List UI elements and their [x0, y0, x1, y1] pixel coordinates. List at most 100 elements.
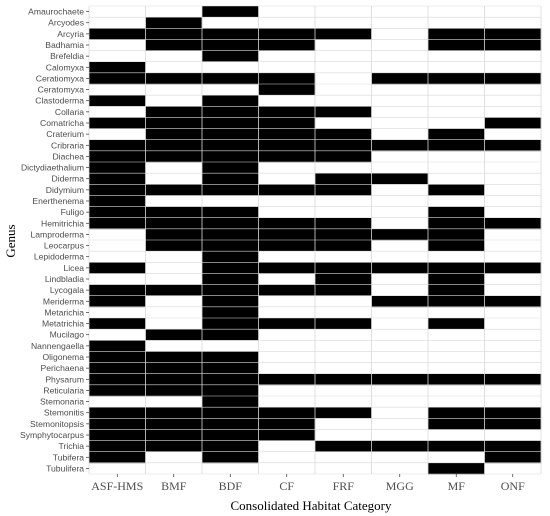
cell-oligonema-asf-hms	[89, 351, 146, 363]
cell-licea-onf	[484, 262, 542, 274]
cell-collaria-bmf	[145, 106, 203, 118]
cell-trichia-mf	[428, 440, 485, 453]
cell-craterium-frf	[315, 128, 372, 141]
cell-didymium-frf	[315, 184, 372, 196]
cell-craterium-bdf	[202, 128, 259, 141]
cell-metatrichia-frf	[315, 318, 372, 330]
cell-licea-bdf	[202, 262, 259, 274]
cell-trichia-asf-hms	[89, 440, 146, 453]
cell-lycogala-mf	[428, 284, 485, 297]
cell-reticularia-bdf	[202, 384, 259, 397]
cell-leocarpus-cf	[258, 240, 316, 252]
cell-diachea-asf-hms	[89, 150, 146, 163]
cell-symphytocarpus-asf-hms	[89, 429, 146, 441]
cell-fuligo-mf	[428, 206, 485, 219]
x-tick-label: BDF	[219, 479, 243, 493]
cell-stemonitopsis-cf	[258, 418, 316, 430]
cell-lamproderma-frf	[315, 228, 372, 241]
y-tick-label: Badhamia	[45, 40, 84, 50]
cell-diachea-bdf	[202, 150, 259, 163]
y-tick-label: Stemonaria	[40, 397, 84, 407]
cell-leocarpus-bmf	[145, 240, 203, 252]
cell-meriderma-asf-hms	[89, 295, 146, 308]
cell-arcyria-bmf	[145, 28, 203, 40]
cell-trichia-bmf	[145, 440, 203, 453]
y-tick-label: Metatrichia	[42, 319, 84, 329]
cell-clastoderma-asf-hms	[89, 95, 146, 107]
y-tick-label: Licea	[63, 263, 84, 273]
cell-lindbladia-mf	[428, 273, 485, 285]
cell-perichaena-asf-hms	[89, 362, 146, 375]
cell-hemitrichia-asf-hms	[89, 217, 146, 230]
cell-lamproderma-cf	[258, 228, 316, 241]
cell-physarum-mgg	[371, 373, 429, 386]
cell-collaria-frf	[315, 106, 372, 118]
cell-cribraria-frf	[315, 139, 372, 152]
cell-arcyria-mf	[428, 28, 485, 40]
cell-didymium-mf	[428, 184, 485, 196]
cell-meriderma-bdf	[202, 295, 259, 308]
cell-fuligo-asf-hms	[89, 206, 146, 219]
y-tick-label: Arcyodes	[48, 18, 84, 28]
cell-comatricha-onf	[484, 117, 542, 129]
y-tick-label: Mucilago	[50, 330, 85, 340]
cell-hemitrichia-bmf	[145, 217, 203, 230]
y-tick-label: Diachea	[52, 151, 84, 161]
cell-stemonitis-cf	[258, 407, 316, 419]
cell-cribraria-onf	[484, 139, 542, 152]
cell-stemonitopsis-asf-hms	[89, 418, 146, 430]
y-tick-label: Cribraria	[51, 140, 84, 150]
cell-cribraria-mgg	[371, 139, 429, 152]
cell-comatricha-bdf	[202, 117, 259, 129]
cell-lycogala-bmf	[145, 284, 203, 297]
cell-ceratiomyxa-bmf	[145, 72, 203, 85]
x-tick-label: BMF	[161, 479, 187, 493]
cell-craterium-cf	[258, 128, 316, 141]
cell-cribraria-asf-hms	[89, 139, 146, 152]
cell-leocarpus-bdf	[202, 240, 259, 252]
y-tick-label: Collaria	[55, 107, 84, 117]
cell-ceratiomyxa-onf	[484, 72, 542, 85]
cell-licea-mf	[428, 262, 485, 274]
cell-licea-mgg	[371, 262, 429, 274]
y-tick-label: Stemonitopsis	[30, 419, 84, 429]
cell-cribraria-bmf	[145, 139, 203, 152]
cell-dictydiaethalium-bdf	[202, 162, 259, 174]
cell-fuligo-bmf	[145, 206, 203, 219]
cell-physarum-frf	[315, 373, 372, 386]
cell-badhamia-mf	[428, 39, 485, 51]
y-tick-label: Enerthenema	[32, 196, 84, 206]
cell-symphytocarpus-cf	[258, 429, 316, 441]
cell-stemonaria-bdf	[202, 396, 259, 408]
cell-perichaena-bdf	[202, 362, 259, 375]
cell-badhamia-bmf	[145, 39, 203, 51]
cell-trichia-onf	[484, 440, 542, 453]
cell-craterium-bmf	[145, 128, 203, 141]
cell-metarichia-bdf	[202, 306, 259, 319]
cell-tubifera-onf	[484, 451, 542, 464]
cell-arcyria-frf	[315, 28, 372, 40]
y-tick-label: Leocarpus	[44, 241, 84, 251]
y-tick-label: Clastoderma	[35, 96, 84, 106]
cell-reticularia-bmf	[145, 384, 203, 397]
cell-licea-cf	[258, 262, 316, 274]
cell-physarum-cf	[258, 373, 316, 386]
y-tick-label: Nannengaella	[31, 341, 84, 351]
y-tick-label: Physarum	[45, 374, 84, 384]
cell-lamproderma-mf	[428, 228, 485, 241]
cell-collaria-bdf	[202, 106, 259, 118]
cell-metatrichia-cf	[258, 318, 316, 330]
cell-lycogala-cf	[258, 284, 316, 297]
cell-metatrichia-asf-hms	[89, 318, 146, 330]
cell-oligonema-bdf	[202, 351, 259, 363]
cell-dictydiaethalium-asf-hms	[89, 162, 146, 174]
cell-didymium-bmf	[145, 184, 203, 196]
cell-badhamia-onf	[484, 39, 542, 51]
cell-physarum-bmf	[145, 373, 203, 386]
y-axis-title: Genus	[3, 224, 18, 257]
cell-didymium-asf-hms	[89, 184, 146, 196]
cell-hemitrichia-cf	[258, 217, 316, 230]
cell-diderma-mgg	[371, 173, 429, 185]
cell-enerthenema-asf-hms	[89, 195, 146, 207]
